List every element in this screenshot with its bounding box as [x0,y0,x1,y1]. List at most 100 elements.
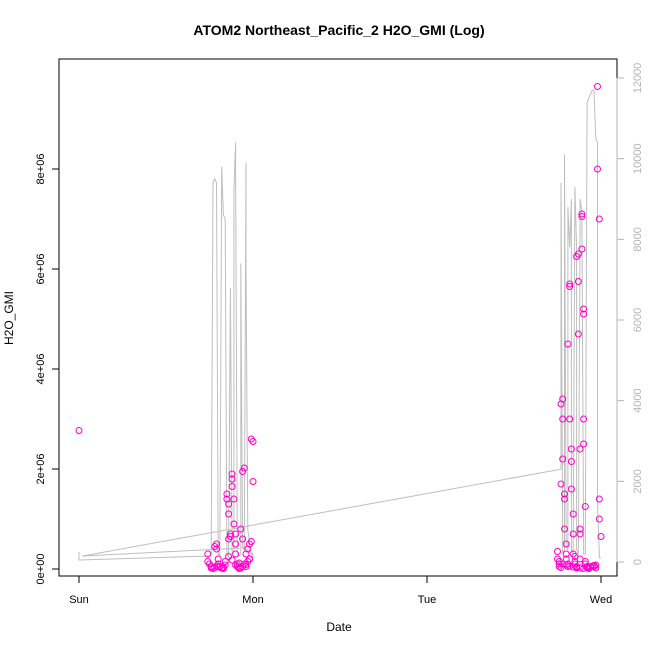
y2-axis: 0 2000 4000 6000 8000 10000 12000 [616,63,644,565]
data-point [574,250,582,258]
data-point [566,280,574,288]
y-tick-label: 0e+00 [35,554,47,585]
data-point [595,515,603,523]
data-point [559,455,567,463]
data-point [595,495,603,503]
data-point [561,490,568,498]
y-axis: 0e+00 2e+06 4e+06 6e+06 8e+06 [35,154,60,585]
data-point [569,510,577,518]
data-point [249,438,257,445]
data-point [576,525,584,533]
data-point [223,495,231,503]
data-point [567,458,575,465]
y-tick-label: 6e+06 [35,254,47,285]
data-point [569,530,577,538]
data-point [557,480,565,488]
data-point [221,558,229,565]
data-point [564,560,572,568]
data-point [561,525,568,533]
data-point [581,503,589,510]
data-point [225,553,233,560]
x-axis-label: Date [326,620,352,634]
data-point [232,550,240,558]
y2-tick-label: 4000 [632,388,644,412]
data-point [559,395,567,403]
data-point [244,545,252,553]
data-point [564,340,572,348]
data-point [567,485,575,493]
data-point [555,560,563,568]
y-axis-label: H2O_GMI [2,291,16,345]
data-point [232,561,240,569]
x-tick-label: Sun [69,594,89,606]
data-point [566,562,574,570]
data-point [246,555,253,563]
data-point [554,548,561,555]
y2-tick-label: 8000 [632,227,644,251]
data-point [226,530,234,538]
data-point [557,400,565,408]
y2-tick-label: 2000 [632,469,644,493]
data-point [213,540,220,548]
data-point [75,427,83,434]
y2-tick-label: 0 [632,559,644,565]
data-point [578,245,586,253]
data-point [218,564,226,572]
data-point [228,556,236,564]
data-point [239,535,247,543]
plot-frame [58,58,618,577]
data-point [580,310,588,318]
data-point [232,530,240,538]
data-point [561,495,568,503]
data-point [237,525,245,533]
data-point [559,415,567,423]
data-point [580,440,588,448]
x-tick-label: Wed [590,594,612,606]
data-point [574,330,582,338]
data-point [562,540,570,548]
data-point [595,215,603,223]
data-point [562,561,570,569]
data-point [569,563,577,571]
data-point [587,563,595,570]
series-line [78,89,601,561]
data-point [242,561,250,568]
data-point [594,83,601,90]
data-point [559,560,567,568]
data-point [213,545,220,553]
data-point [576,530,584,538]
data-point [223,490,231,498]
data-point [580,565,588,572]
data-point [578,213,586,220]
data-point [594,165,601,173]
data-point [249,478,257,485]
data-point [562,550,570,558]
data-point [580,415,588,423]
y-tick-label: 2e+06 [35,454,47,485]
y2-tick-label: 6000 [632,308,644,332]
data-point [211,564,219,571]
data-point [576,564,584,572]
x-tick-label: Mon [242,594,263,606]
data-point [214,555,222,563]
y2-tick-label: 10000 [632,143,644,174]
x-tick-label: Tue [418,594,437,606]
data-point [214,563,222,571]
y-tick-label: 4e+06 [35,354,47,385]
data-point [204,550,212,558]
data-point [239,468,247,475]
data-point [232,540,240,548]
data-point [228,475,236,483]
data-point [578,210,586,218]
data-point [576,445,584,453]
data-point [566,415,574,423]
data-point [228,483,236,490]
data-point [235,559,243,567]
data-point [566,283,574,290]
y-tick-label: 8e+06 [35,154,47,185]
data-point [597,533,605,540]
x-axis: Sun Mon Tue Wed [69,575,612,606]
data-point [230,520,238,528]
y2-tick-label: 12000 [632,63,644,94]
data-point [225,510,233,518]
